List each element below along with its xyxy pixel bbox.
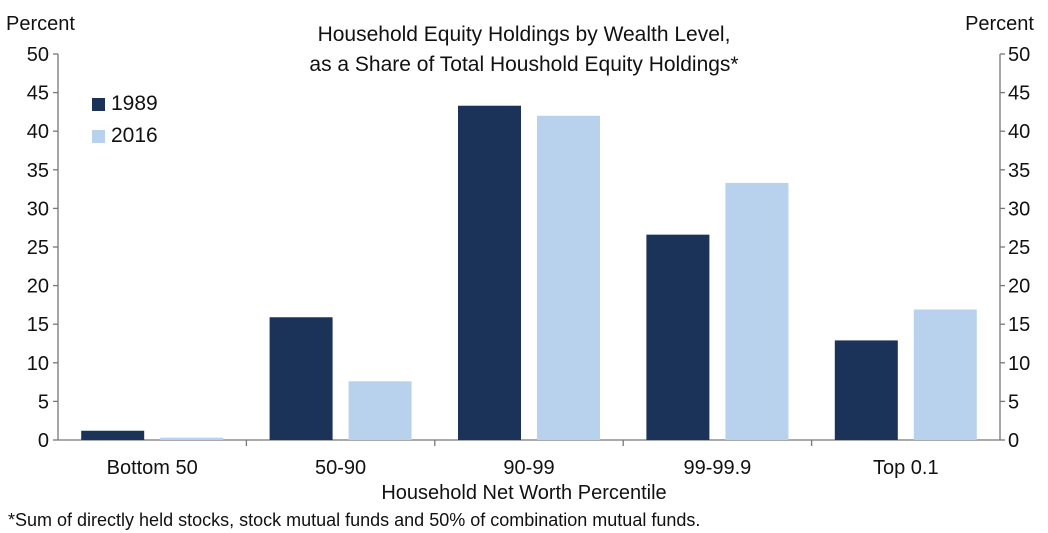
y-tick-label-left: 0 — [38, 430, 49, 452]
y-tick-label-right: 25 — [1008, 237, 1030, 259]
legend-swatch-2016 — [92, 129, 105, 143]
y-tick-label-right: 15 — [1008, 314, 1030, 336]
x-tick-label: 90-99 — [503, 457, 554, 479]
legend-item-2016: 2016 — [92, 120, 158, 152]
bar-1989-bottom-50 — [81, 430, 145, 440]
legend-swatch-1989 — [92, 97, 105, 111]
bar-2016-bottom-50 — [160, 437, 224, 440]
y-axis-title-left: Percent — [6, 13, 75, 35]
x-tick-label: 99-99.9 — [683, 457, 751, 479]
bar-2016-50-90 — [348, 381, 412, 440]
y-tick-label-right: 30 — [1008, 198, 1030, 220]
y-tick-label-left: 40 — [27, 121, 49, 143]
y-tick-label-left: 5 — [38, 391, 49, 413]
chart-title-line-1: Household Equity Holdings by Wealth Leve… — [317, 23, 731, 46]
legend-item-1989: 1989 — [92, 88, 158, 120]
bar-2016-90-99 — [537, 115, 600, 440]
y-tick-label-left: 10 — [27, 353, 49, 375]
y-tick-label-right: 40 — [1008, 121, 1030, 143]
y-tick-label-left: 20 — [27, 276, 49, 298]
chart-title: Household Equity Holdings by Wealth Leve… — [0, 20, 1048, 80]
footnote: *Sum of directly held stocks, stock mutu… — [8, 510, 701, 530]
y-tick-label-right: 35 — [1008, 160, 1030, 182]
legend-label-1989: 1989 — [111, 92, 158, 115]
y-tick-label-left: 30 — [27, 198, 49, 220]
bar-2016-top-0-1 — [913, 309, 977, 440]
y-tick-label-left: 15 — [27, 314, 49, 336]
y-tick-label-right: 45 — [1008, 83, 1030, 105]
x-tick-label: Bottom 50 — [107, 457, 198, 479]
y-tick-label-right: 20 — [1008, 276, 1030, 298]
y-tick-label-right: 5 — [1008, 391, 1019, 413]
y-tick-label-left: 25 — [27, 237, 49, 259]
y-tick-label-left: 45 — [27, 83, 49, 105]
bar-1989-99-99-9 — [646, 234, 710, 440]
y-tick-label-right: 0 — [1008, 430, 1019, 452]
y-axis-title-right: Percent — [965, 13, 1034, 35]
x-axis-title: Household Net Worth Percentile — [381, 482, 667, 504]
chart-title-line-2: as a Share of Total Houshold Equity Hold… — [309, 53, 739, 76]
bar-2016-99-99-9 — [725, 182, 789, 440]
bar-1989-90-99 — [458, 105, 521, 440]
x-tick-label: 50-90 — [315, 457, 366, 479]
legend-label-2016: 2016 — [111, 124, 158, 147]
y-tick-label-left: 35 — [27, 160, 49, 182]
bar-1989-top-0-1 — [834, 340, 898, 440]
legend: 1989 2016 — [92, 88, 158, 152]
y-tick-label-left: 50 — [27, 44, 49, 66]
x-tick-label: Top 0.1 — [873, 457, 939, 479]
y-tick-label-right: 10 — [1008, 353, 1030, 375]
y-tick-label-right: 50 — [1008, 44, 1030, 66]
bar-1989-50-90 — [269, 317, 333, 440]
